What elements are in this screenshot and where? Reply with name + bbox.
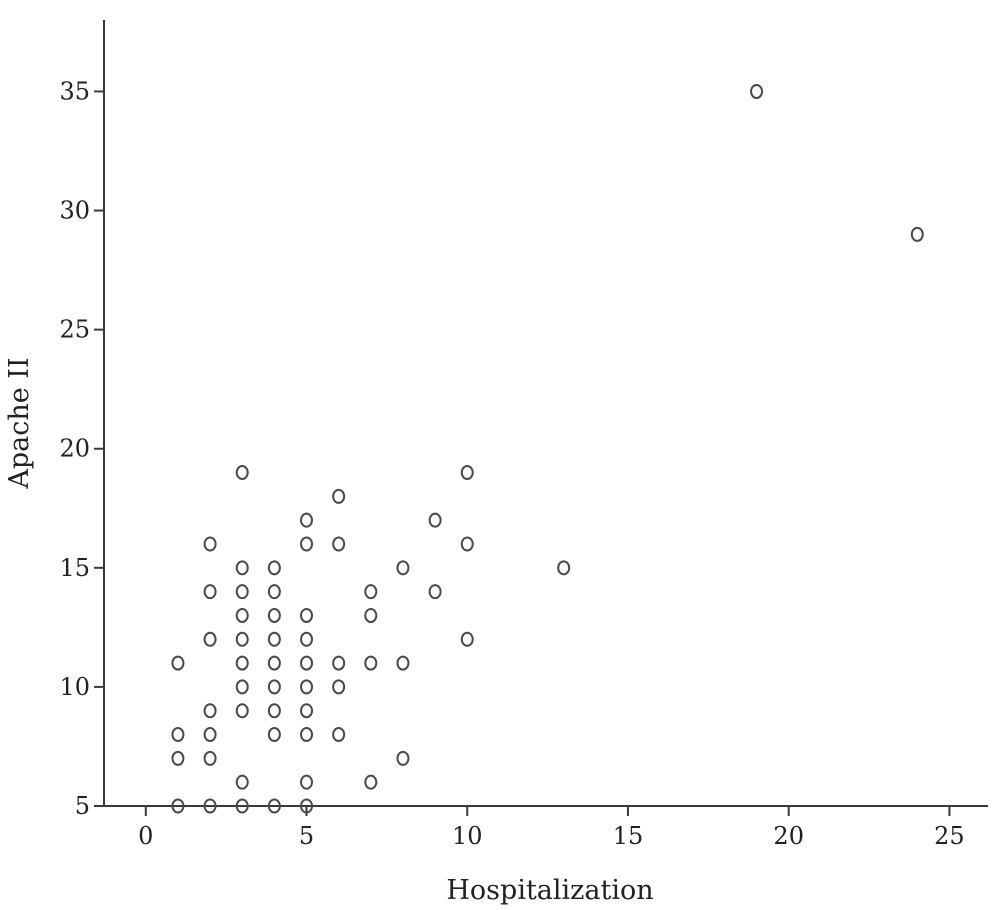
data-point [364, 607, 378, 623]
x-tick-label: 0 [138, 822, 153, 850]
y-tick-label: 35 [59, 77, 90, 105]
data-point [300, 512, 314, 528]
data-point [203, 798, 217, 814]
data-point [203, 631, 217, 647]
data-point [300, 774, 314, 790]
y-tick-label: 20 [59, 435, 90, 463]
data-point [267, 679, 281, 695]
x-tick-label: 5 [299, 822, 314, 850]
data-points [171, 83, 924, 814]
data-point [396, 655, 410, 671]
y-tick-label: 5 [75, 792, 90, 820]
x-tick-label: 20 [773, 822, 804, 850]
y-tick-label: 10 [59, 673, 90, 701]
data-point [364, 655, 378, 671]
data-point [460, 631, 474, 647]
data-point [267, 631, 281, 647]
data-point [332, 655, 346, 671]
y-axis-label: Apache II [4, 357, 35, 489]
data-point [203, 727, 217, 743]
data-point [203, 536, 217, 552]
data-point [235, 631, 249, 647]
data-point [750, 83, 764, 99]
data-point [267, 584, 281, 600]
data-point [267, 798, 281, 814]
data-point [332, 727, 346, 743]
data-point [428, 512, 442, 528]
data-point [428, 584, 442, 600]
data-point [300, 607, 314, 623]
x-axis-ticks: 0 5 10 15 20 25 [138, 806, 965, 850]
data-point [300, 679, 314, 695]
data-point [235, 560, 249, 576]
x-tick-label: 10 [452, 822, 483, 850]
data-point [396, 750, 410, 766]
x-axis-label: Hospitalization [446, 875, 653, 906]
data-point [300, 798, 314, 814]
data-point [267, 655, 281, 671]
data-point [332, 679, 346, 695]
data-point [203, 584, 217, 600]
data-point [300, 727, 314, 743]
data-point [235, 679, 249, 695]
x-tick-label: 25 [934, 822, 965, 850]
data-point [267, 560, 281, 576]
data-point [171, 798, 185, 814]
data-point [332, 536, 346, 552]
data-point [460, 536, 474, 552]
data-point [235, 798, 249, 814]
data-point [235, 607, 249, 623]
data-point [235, 774, 249, 790]
data-point [460, 465, 474, 481]
data-point [235, 655, 249, 671]
data-point [235, 465, 249, 481]
data-point [910, 226, 924, 242]
data-point [300, 655, 314, 671]
data-point [171, 655, 185, 671]
data-point [267, 607, 281, 623]
data-point [364, 584, 378, 600]
data-point [557, 560, 571, 576]
data-point [203, 750, 217, 766]
y-tick-label: 30 [59, 197, 90, 225]
data-point [235, 703, 249, 719]
data-point [396, 560, 410, 576]
x-tick-label: 15 [613, 822, 644, 850]
data-point [235, 584, 249, 600]
data-point [203, 703, 217, 719]
data-point [300, 536, 314, 552]
data-point [267, 727, 281, 743]
y-tick-label: 25 [59, 316, 90, 344]
data-point [300, 631, 314, 647]
data-point [332, 488, 346, 504]
y-axis-ticks: 5 10 15 20 25 30 35 [59, 77, 104, 820]
data-point [171, 750, 185, 766]
data-point [364, 774, 378, 790]
y-tick-label: 15 [59, 554, 90, 582]
data-point [300, 703, 314, 719]
data-point [171, 727, 185, 743]
data-point [267, 703, 281, 719]
